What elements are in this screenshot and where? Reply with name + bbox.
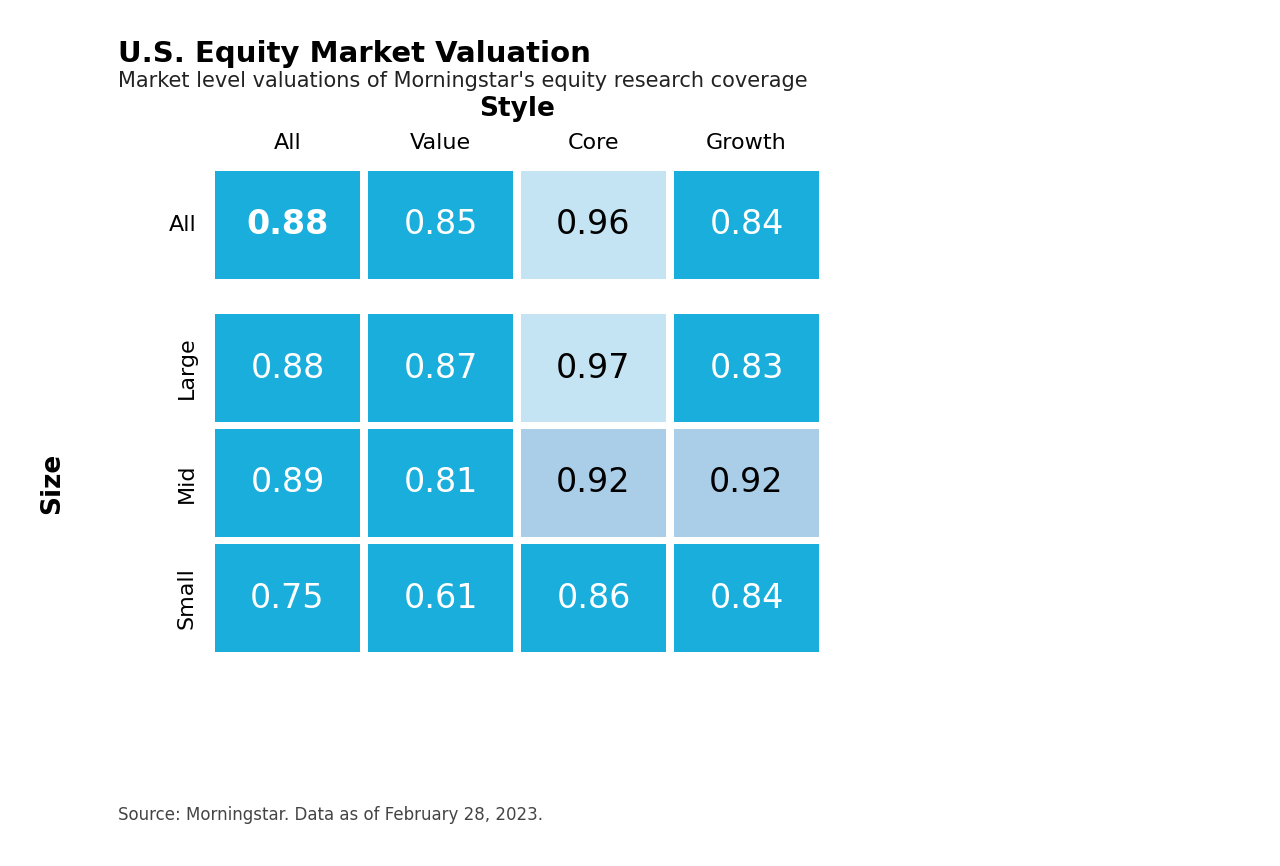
Text: 0.84: 0.84 <box>709 581 783 615</box>
Text: 0.96: 0.96 <box>557 209 631 242</box>
Text: 0.88: 0.88 <box>246 209 329 242</box>
Bar <box>215 171 360 279</box>
Text: U.S. Equity Market Valuation: U.S. Equity Market Valuation <box>118 40 591 68</box>
Bar <box>521 429 666 537</box>
Text: 0.61: 0.61 <box>403 581 477 615</box>
Bar <box>369 429 513 537</box>
Bar <box>675 544 819 652</box>
Bar <box>215 429 360 537</box>
Text: 0.85: 0.85 <box>403 209 477 242</box>
Text: 0.88: 0.88 <box>251 352 325 385</box>
Bar <box>369 171 513 279</box>
Bar <box>215 314 360 422</box>
Text: Mid: Mid <box>177 463 197 503</box>
Text: 0.97: 0.97 <box>557 352 631 385</box>
Text: Small: Small <box>177 567 197 629</box>
Text: Core: Core <box>568 133 620 153</box>
Bar <box>675 171 819 279</box>
Bar <box>521 314 666 422</box>
Text: 0.89: 0.89 <box>251 467 325 500</box>
Text: Value: Value <box>410 133 471 153</box>
Text: 0.92: 0.92 <box>709 467 783 500</box>
Text: 0.87: 0.87 <box>403 352 477 385</box>
Bar <box>521 171 666 279</box>
Text: All: All <box>169 215 197 235</box>
Text: 0.75: 0.75 <box>251 581 325 615</box>
Text: 0.81: 0.81 <box>403 467 477 500</box>
Text: 0.83: 0.83 <box>709 352 783 385</box>
Text: Size: Size <box>38 452 65 514</box>
Bar <box>369 314 513 422</box>
Text: Large: Large <box>177 337 197 399</box>
Bar <box>521 544 666 652</box>
Text: Market level valuations of Morningstar's equity research coverage: Market level valuations of Morningstar's… <box>118 71 808 91</box>
Text: Growth: Growth <box>707 133 787 153</box>
Bar <box>369 544 513 652</box>
Bar <box>675 429 819 537</box>
Text: 0.86: 0.86 <box>557 581 631 615</box>
Text: All: All <box>274 133 301 153</box>
Bar <box>675 314 819 422</box>
Text: 0.92: 0.92 <box>557 467 631 500</box>
Bar <box>215 544 360 652</box>
Text: 0.84: 0.84 <box>709 209 783 242</box>
Text: Source: Morningstar. Data as of February 28, 2023.: Source: Morningstar. Data as of February… <box>118 806 543 824</box>
Text: Style: Style <box>479 96 556 122</box>
